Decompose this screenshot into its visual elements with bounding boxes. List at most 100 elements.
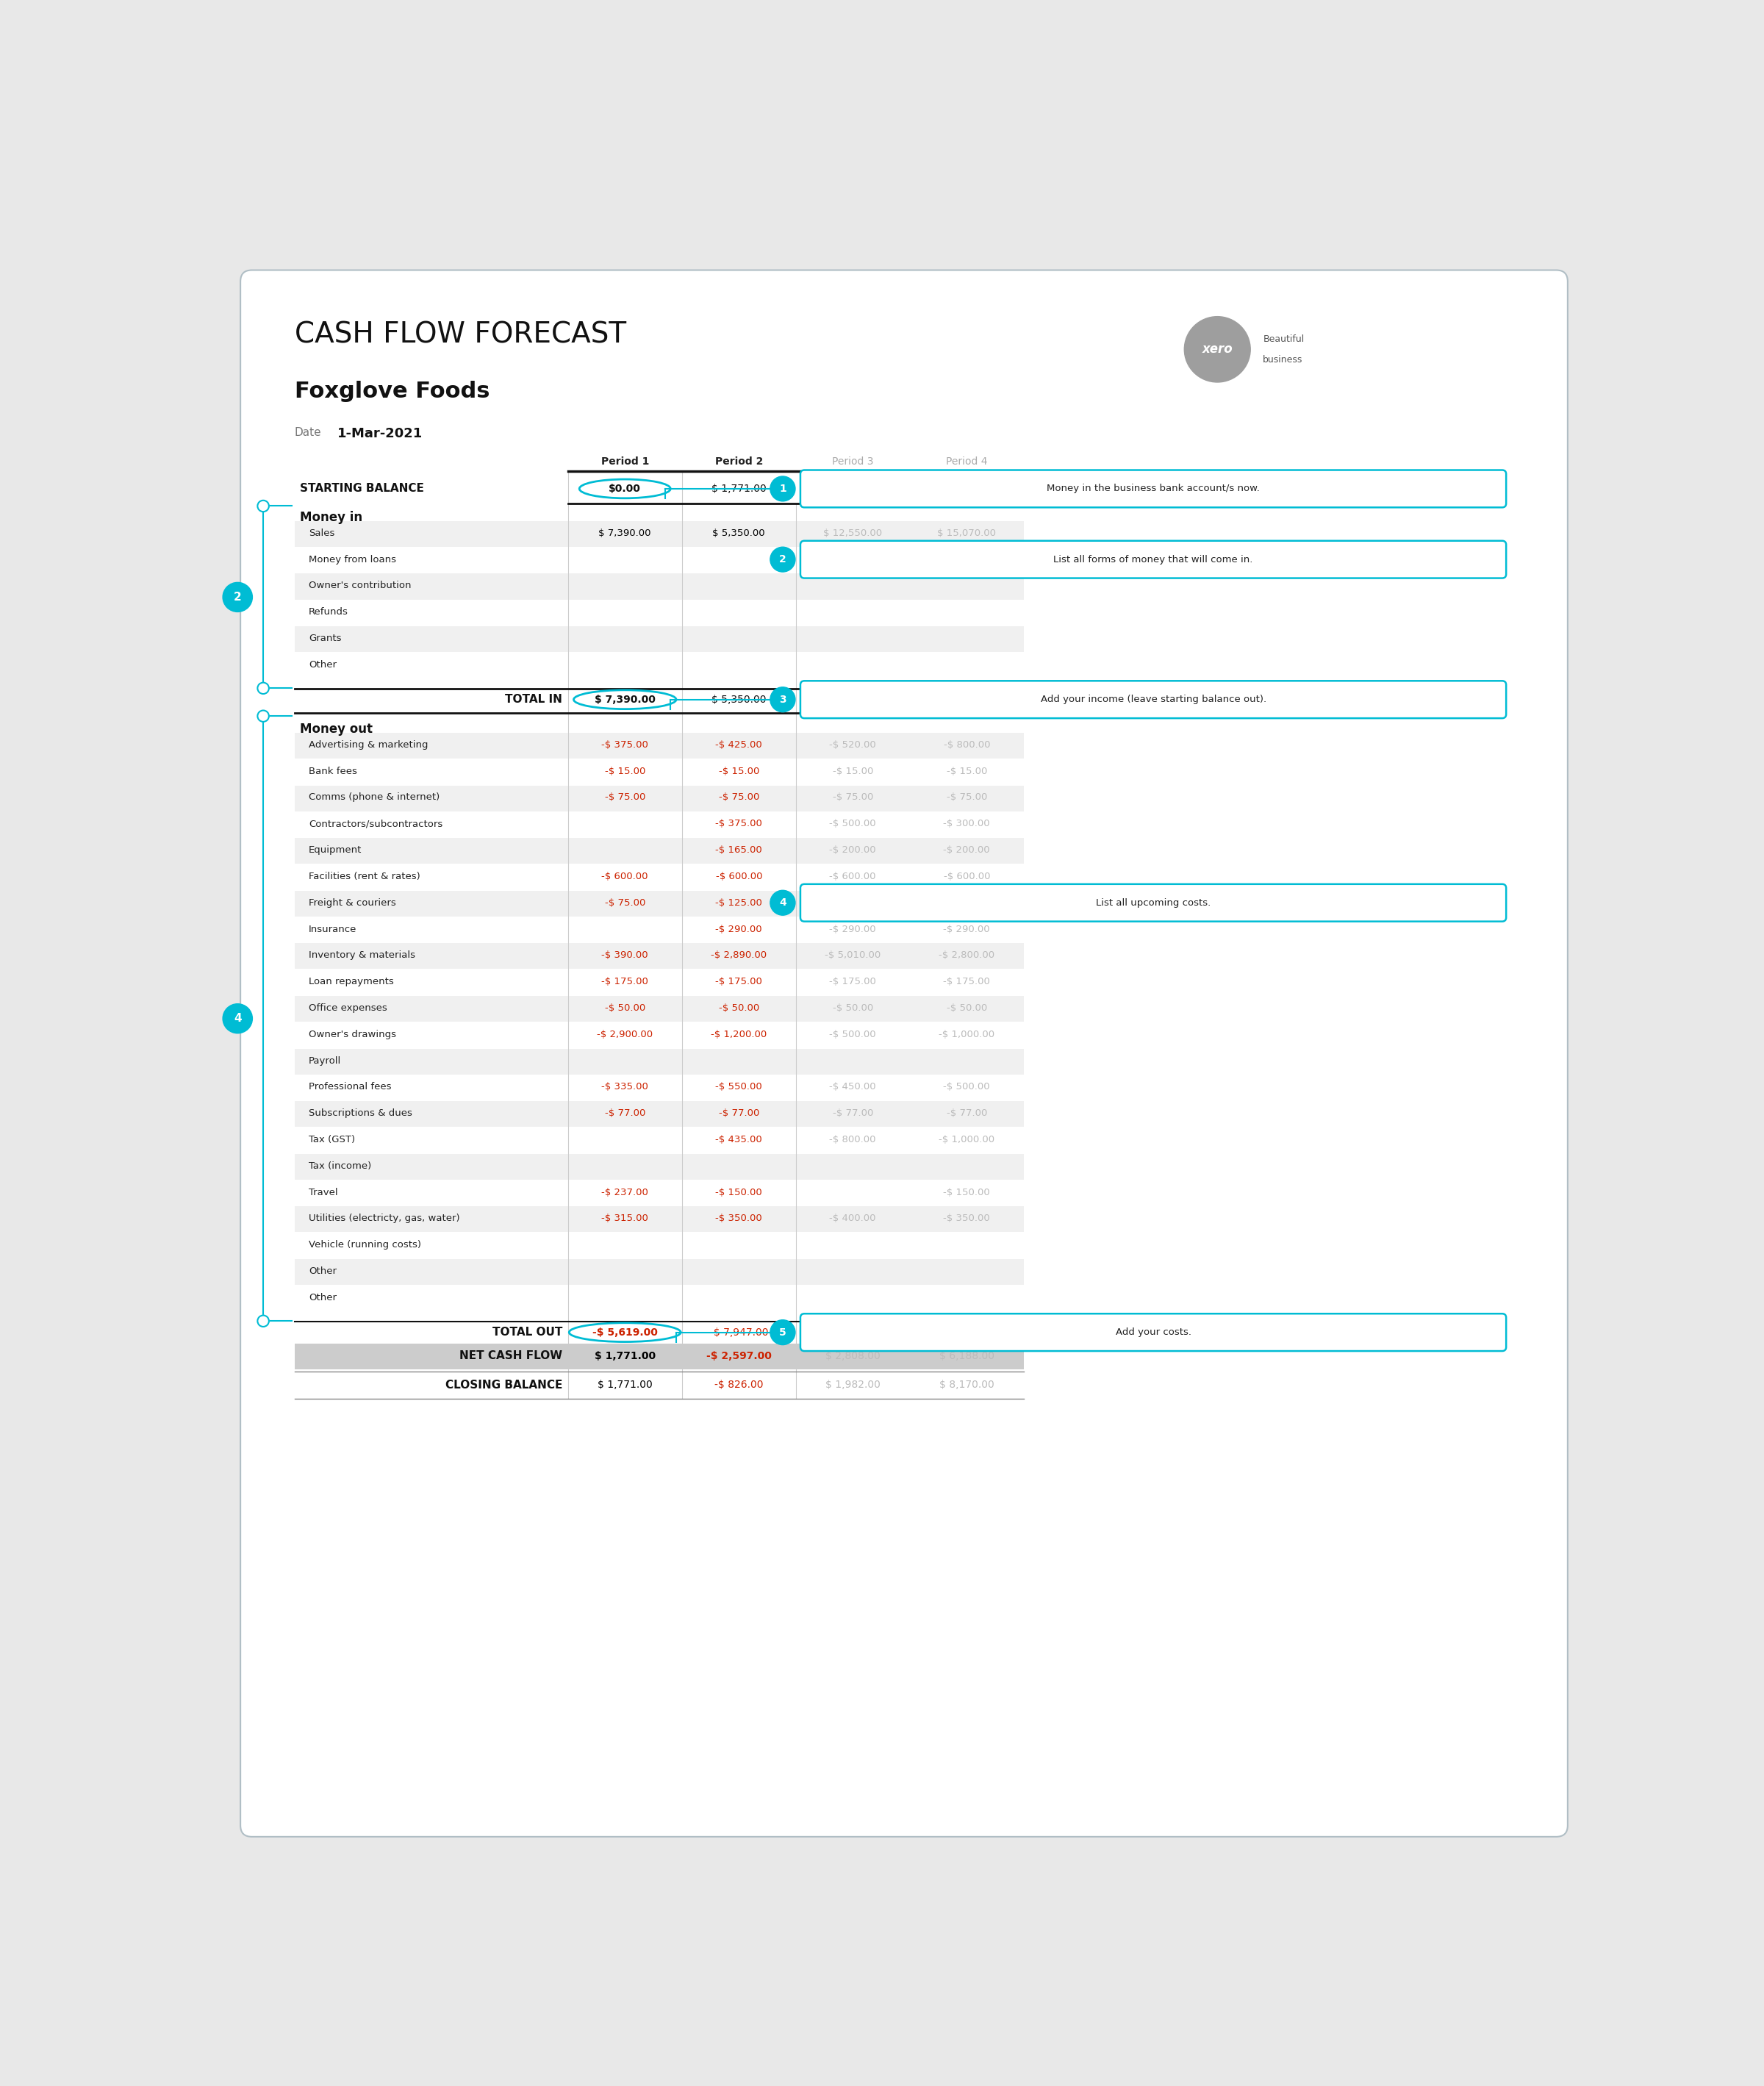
Text: Date: Date xyxy=(295,428,321,438)
Text: Beautiful: Beautiful xyxy=(1263,334,1304,344)
Text: -$ 800.00: -$ 800.00 xyxy=(944,741,990,749)
Bar xyxy=(295,574,1023,599)
Bar xyxy=(295,732,1023,759)
Text: Vehicle (running costs): Vehicle (running costs) xyxy=(309,1239,422,1250)
Text: -$ 375.00: -$ 375.00 xyxy=(716,820,762,828)
Text: -$ 2,597.00: -$ 2,597.00 xyxy=(706,1352,771,1362)
Text: -$ 50.00: -$ 50.00 xyxy=(718,1003,759,1014)
Text: Period 1: Period 1 xyxy=(602,457,649,467)
Text: CLOSING BALANCE: CLOSING BALANCE xyxy=(445,1379,563,1391)
Text: 1-Mar-2021: 1-Mar-2021 xyxy=(337,428,423,440)
Circle shape xyxy=(771,476,796,501)
Text: Owner's contribution: Owner's contribution xyxy=(309,582,411,590)
Text: CASH FLOW FORECAST: CASH FLOW FORECAST xyxy=(295,321,626,348)
Text: xero: xero xyxy=(1201,342,1233,357)
Text: Office expenses: Office expenses xyxy=(309,1003,388,1014)
Text: -$ 600.00: -$ 600.00 xyxy=(944,872,990,880)
Text: -$ 425.00: -$ 425.00 xyxy=(716,741,762,749)
Text: -$ 237.00: -$ 237.00 xyxy=(602,1187,649,1197)
Text: 4: 4 xyxy=(780,897,787,907)
Text: Equipment: Equipment xyxy=(309,845,362,855)
Text: $ 1,771.00: $ 1,771.00 xyxy=(711,484,766,494)
Text: Grants: Grants xyxy=(309,634,342,642)
Text: -$ 826.00: -$ 826.00 xyxy=(714,1379,764,1389)
Text: -$ 75.00: -$ 75.00 xyxy=(605,897,646,907)
Circle shape xyxy=(258,682,268,695)
Text: -$ 77.00: -$ 77.00 xyxy=(946,1108,988,1118)
Text: -$ 350.00: -$ 350.00 xyxy=(944,1214,990,1222)
Text: Money in: Money in xyxy=(300,511,363,524)
Text: $ 12,550.00: $ 12,550.00 xyxy=(824,528,882,538)
Text: -$ 500.00: -$ 500.00 xyxy=(944,897,990,907)
Bar xyxy=(295,891,1023,916)
Text: -$ 165.00: -$ 165.00 xyxy=(716,845,762,855)
Text: -$ 290.00: -$ 290.00 xyxy=(944,924,990,935)
Bar xyxy=(295,995,1023,1022)
Text: -$ 5,010.00: -$ 5,010.00 xyxy=(826,951,880,960)
Text: -$ 80.00: -$ 80.00 xyxy=(833,897,873,907)
Text: List all forms of money that will come in.: List all forms of money that will come i… xyxy=(1053,555,1252,563)
Bar xyxy=(295,522,1023,547)
Text: Travel: Travel xyxy=(309,1187,339,1197)
Text: 5: 5 xyxy=(780,1327,787,1337)
FancyBboxPatch shape xyxy=(801,469,1506,507)
Text: -$ 350.00: -$ 350.00 xyxy=(716,1214,762,1222)
Text: -$ 520.00: -$ 520.00 xyxy=(829,741,877,749)
Text: Money out: Money out xyxy=(300,722,372,736)
Text: -$ 600.00: -$ 600.00 xyxy=(716,872,762,880)
Text: -$ 125.00: -$ 125.00 xyxy=(716,897,762,907)
Text: 2: 2 xyxy=(780,555,787,565)
Text: -$ 75.00: -$ 75.00 xyxy=(718,793,759,803)
Text: Contractors/subcontractors: Contractors/subcontractors xyxy=(309,820,443,828)
Text: $ 6,188.00: $ 6,188.00 xyxy=(938,1352,995,1362)
Text: Facilities (rent & rates): Facilities (rent & rates) xyxy=(309,872,420,880)
Text: -$ 1,200.00: -$ 1,200.00 xyxy=(711,1030,767,1039)
Text: -$ 15.00: -$ 15.00 xyxy=(833,766,873,776)
Text: -$ 375.00: -$ 375.00 xyxy=(602,741,649,749)
Text: -$ 290.00: -$ 290.00 xyxy=(829,924,877,935)
Text: -$ 600.00: -$ 600.00 xyxy=(602,872,649,880)
Bar xyxy=(295,1343,1023,1371)
Text: -$ 175.00: -$ 175.00 xyxy=(829,976,877,987)
FancyBboxPatch shape xyxy=(801,540,1506,578)
Text: Money in the business bank account/s now.: Money in the business bank account/s now… xyxy=(1046,484,1259,494)
Text: Freight & couriers: Freight & couriers xyxy=(309,897,397,907)
Text: -$ 2,800.00: -$ 2,800.00 xyxy=(938,951,995,960)
Text: $ 7,390.00: $ 7,390.00 xyxy=(598,528,651,538)
Text: -$ 2,900.00: -$ 2,900.00 xyxy=(596,1030,653,1039)
Text: Period 4: Period 4 xyxy=(946,457,988,467)
Circle shape xyxy=(1184,317,1251,382)
Bar xyxy=(295,786,1023,811)
Text: $ 8,170.00: $ 8,170.00 xyxy=(938,1379,995,1389)
Text: $ 15,070.00: $ 15,070.00 xyxy=(937,695,997,705)
Text: -$ 9,742.00: -$ 9,742.00 xyxy=(824,1327,882,1337)
Text: -$ 500.00: -$ 500.00 xyxy=(829,820,877,828)
Text: $ 5,350.00: $ 5,350.00 xyxy=(713,528,766,538)
Text: -$ 150.00: -$ 150.00 xyxy=(944,1187,990,1197)
Text: -$ 8,882.00: -$ 8,882.00 xyxy=(937,1327,997,1337)
Text: Period 2: Period 2 xyxy=(714,457,762,467)
Text: 2: 2 xyxy=(233,592,242,603)
Text: $ 5,350.00: $ 5,350.00 xyxy=(711,695,766,705)
Text: Comms (phone & internet): Comms (phone & internet) xyxy=(309,793,439,803)
Text: -$ 200.00: -$ 200.00 xyxy=(944,845,990,855)
Text: Payroll: Payroll xyxy=(309,1056,340,1066)
Text: 4: 4 xyxy=(233,1014,242,1024)
Text: -$ 390.00: -$ 390.00 xyxy=(602,951,649,960)
Text: 3: 3 xyxy=(780,695,787,705)
Text: Add your income (leave starting balance out).: Add your income (leave starting balance … xyxy=(1041,695,1267,705)
Text: -$ 150.00: -$ 150.00 xyxy=(716,1187,762,1197)
Circle shape xyxy=(771,547,796,572)
Text: Add your costs.: Add your costs. xyxy=(1115,1327,1191,1337)
Text: -$ 175.00: -$ 175.00 xyxy=(716,976,762,987)
Text: business: business xyxy=(1263,355,1304,365)
Text: -$ 5,619.00: -$ 5,619.00 xyxy=(593,1327,658,1337)
Text: -$ 300.00: -$ 300.00 xyxy=(944,820,990,828)
Text: -$ 175.00: -$ 175.00 xyxy=(602,976,649,987)
Text: $ 2,808.00: $ 2,808.00 xyxy=(826,1352,880,1362)
Text: $ 7,390.00: $ 7,390.00 xyxy=(594,695,656,705)
Text: Professional fees: Professional fees xyxy=(309,1083,392,1091)
Text: -$ 77.00: -$ 77.00 xyxy=(718,1108,759,1118)
Text: $ 1,982.00: $ 1,982.00 xyxy=(826,1379,880,1389)
FancyBboxPatch shape xyxy=(801,1314,1506,1352)
